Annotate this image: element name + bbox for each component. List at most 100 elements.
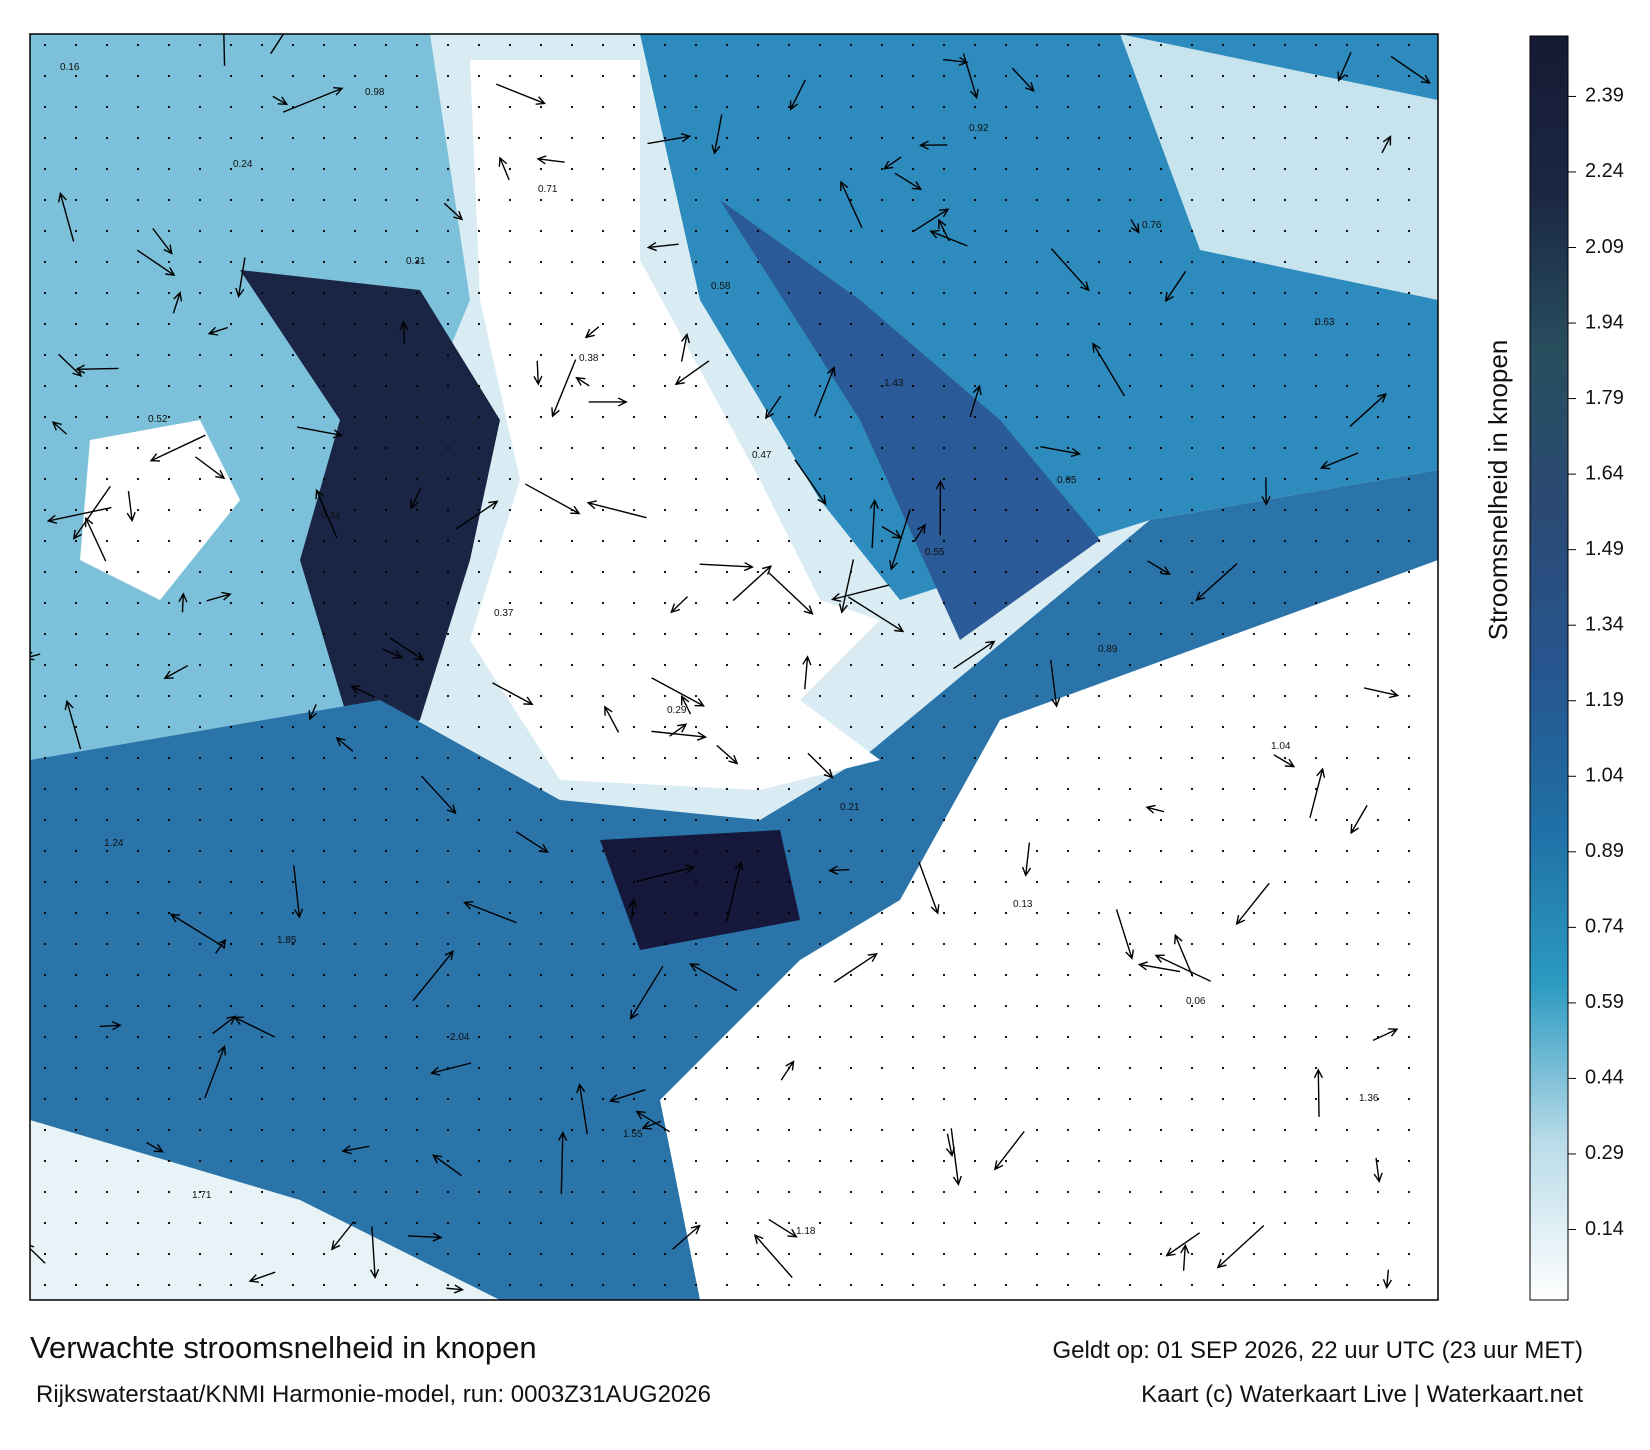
grid-dot — [1376, 415, 1380, 419]
current-arrow — [1021, 842, 1032, 877]
grid-dot — [880, 198, 884, 202]
grid-dot — [477, 663, 481, 667]
grid-dot — [229, 229, 233, 233]
grid-dot — [756, 229, 760, 233]
grid-dot — [508, 973, 512, 977]
grid-dot — [167, 1221, 171, 1225]
grid-dot — [570, 880, 574, 884]
grid-dot — [415, 539, 419, 543]
grid-dot — [1407, 1097, 1411, 1101]
grid-dot — [601, 725, 605, 729]
grid-dot — [43, 353, 47, 357]
grid-dot — [1035, 260, 1039, 264]
grid-dot — [942, 353, 946, 357]
grid-dot — [570, 291, 574, 295]
grid-dot — [1407, 663, 1411, 667]
grid-dot — [260, 1221, 264, 1225]
grid-dot — [539, 167, 543, 171]
grid-dot — [446, 291, 450, 295]
grid-dot — [632, 849, 636, 853]
grid-dot — [446, 787, 450, 791]
grid-dot — [849, 818, 853, 822]
grid-dot — [818, 446, 822, 450]
grid-dot — [570, 694, 574, 698]
grid-dot — [756, 136, 760, 140]
grid-dot — [446, 322, 450, 326]
grid-dot — [756, 415, 760, 419]
current-arrow — [672, 1224, 701, 1250]
speed-label: 2.04 — [450, 1032, 470, 1043]
valid-time: Geldt op: 01 SEP 2026, 22 uur UTC (23 uu… — [1053, 1337, 1583, 1364]
grid-dot — [260, 353, 264, 357]
grid-dot — [787, 570, 791, 574]
grid-dot — [632, 663, 636, 667]
grid-dot — [167, 415, 171, 419]
grid-dot — [1345, 74, 1349, 78]
current-arrow — [172, 291, 183, 314]
current-arrow — [282, 86, 344, 113]
grid-dot — [570, 1004, 574, 1008]
grid-dot — [1252, 353, 1256, 357]
grid-dot — [539, 260, 543, 264]
grid-dot — [942, 570, 946, 574]
grid-dot — [74, 74, 78, 78]
grid-dot — [229, 353, 233, 357]
grid-dot — [1035, 694, 1039, 698]
grid-dot — [1128, 818, 1132, 822]
grid-dot — [477, 539, 481, 543]
grid-dot — [1128, 1252, 1132, 1256]
grid-dot — [198, 1066, 202, 1070]
grid-dot — [291, 43, 295, 47]
grid-dot — [105, 1035, 109, 1039]
grid-dot — [1097, 384, 1101, 388]
grid-dot — [353, 663, 357, 667]
grid-dot — [1252, 167, 1256, 171]
grid-dot — [1004, 787, 1008, 791]
grid-dot — [508, 694, 512, 698]
current-arrow — [1173, 933, 1194, 977]
grid-dot — [1004, 1283, 1008, 1287]
grid-dot — [384, 229, 388, 233]
grid-dot — [539, 229, 543, 233]
grid-dot — [1407, 1035, 1411, 1039]
grid-dot — [43, 570, 47, 574]
grid-dot — [539, 601, 543, 605]
current-arrow — [918, 140, 948, 150]
grid-dot — [1128, 570, 1132, 574]
grid-dot — [322, 43, 326, 47]
grid-dot — [384, 167, 388, 171]
sea-shallow — [1120, 34, 1438, 300]
current-arrow — [1273, 754, 1296, 768]
grid-dot — [43, 601, 47, 605]
grid-dot — [663, 74, 667, 78]
grid-dot — [322, 198, 326, 202]
grid-dot — [1035, 570, 1039, 574]
grid-dot — [911, 136, 915, 140]
grid-dot — [1066, 818, 1070, 822]
grid-dot — [1097, 942, 1101, 946]
grid-dot — [570, 1128, 574, 1132]
grid-dot — [353, 601, 357, 605]
grid-dot — [353, 849, 357, 853]
grid-dot — [105, 880, 109, 884]
grid-dot — [1128, 260, 1132, 264]
grid-dot — [1376, 1283, 1380, 1287]
grid-dot — [446, 849, 450, 853]
grid-dot — [1190, 1128, 1194, 1132]
speed-label: 0.13 — [1013, 899, 1033, 910]
grid-dot — [663, 1004, 667, 1008]
grid-dot — [539, 756, 543, 760]
grid-dot — [198, 1004, 202, 1008]
grid-dot — [229, 973, 233, 977]
grid-dot — [973, 384, 977, 388]
grid-dot — [601, 1004, 605, 1008]
grid-dot — [1252, 291, 1256, 295]
grid-dot — [229, 1252, 233, 1256]
grid-dot — [756, 508, 760, 512]
grid-dot — [663, 663, 667, 667]
current-arrow — [1164, 270, 1187, 303]
grid-dot — [167, 849, 171, 853]
grid-dot — [74, 570, 78, 574]
grid-dot — [787, 725, 791, 729]
grid-dot — [973, 663, 977, 667]
